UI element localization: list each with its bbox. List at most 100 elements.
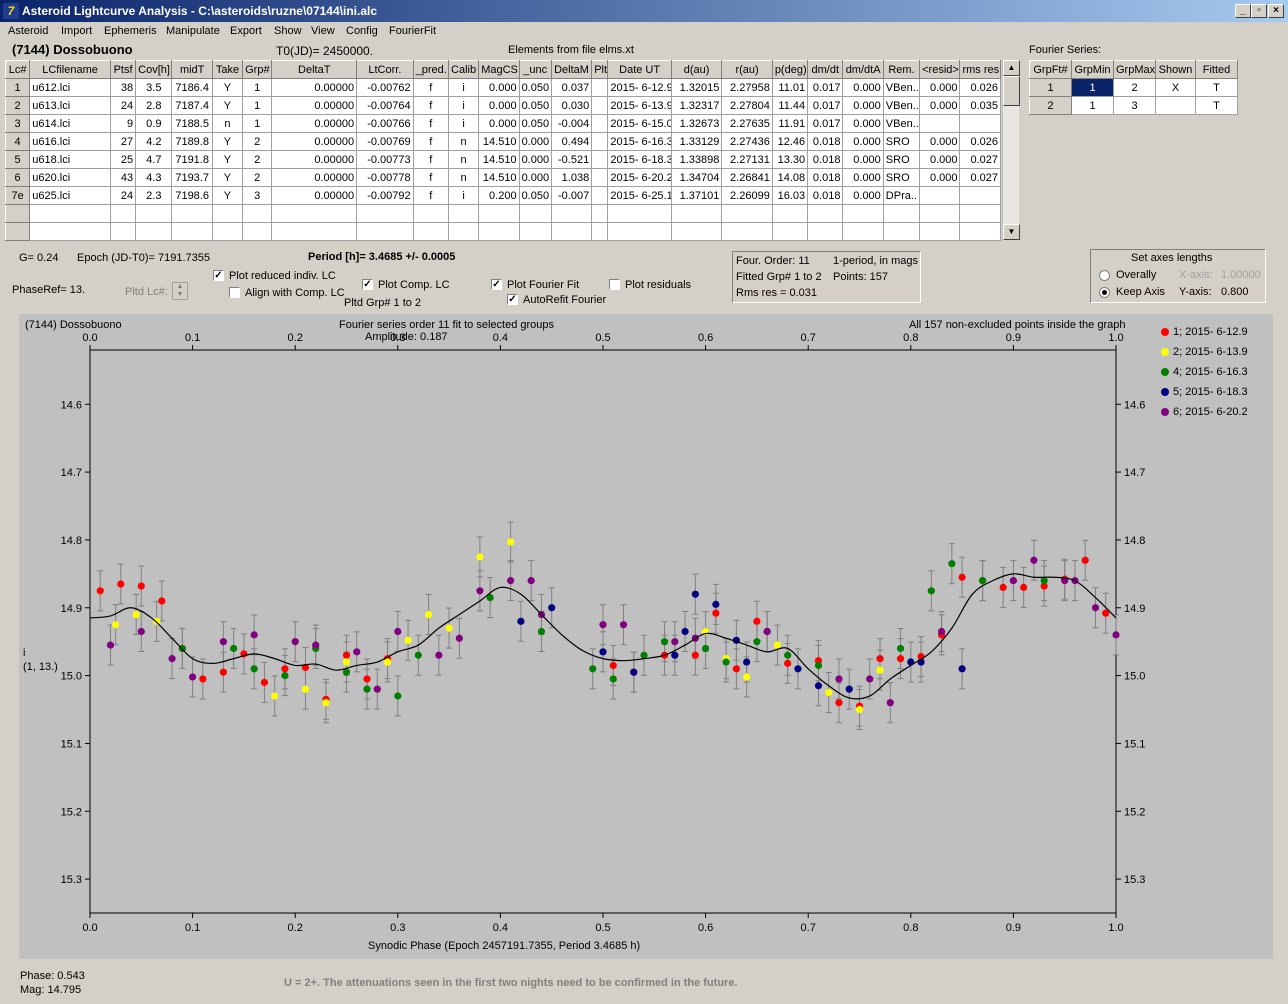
fourier-column-header[interactable]: Shown bbox=[1155, 60, 1196, 79]
table-row[interactable]: 1 u612.lci 38 3.5 7186.4 Y 1 0.00000 -0.00762 f i 0… bbox=[4, 78, 1001, 97]
table-cell[interactable]: u612.lci bbox=[29, 78, 111, 97]
table-cell[interactable] bbox=[109, 204, 137, 223]
table-cell[interactable]: 2.3 bbox=[135, 186, 173, 205]
table-cell[interactable]: 0.018 bbox=[807, 186, 844, 205]
table-cell[interactable] bbox=[807, 204, 844, 223]
row-header[interactable]: 1 bbox=[4, 78, 31, 97]
table-cell[interactable]: 2.27131 bbox=[721, 150, 773, 169]
table-cell[interactable] bbox=[29, 204, 111, 223]
table-cell[interactable] bbox=[591, 186, 609, 205]
table-cell[interactable]: 4.3 bbox=[135, 168, 173, 187]
fourier-cell[interactable] bbox=[1155, 96, 1196, 115]
table-cell[interactable]: -0.00773 bbox=[356, 150, 414, 169]
table-cell[interactable]: 4.7 bbox=[135, 150, 173, 169]
table-cell[interactable]: 0.000 bbox=[842, 114, 884, 133]
table-cell[interactable]: SRO bbox=[882, 132, 921, 151]
table-cell[interactable]: 0.026 bbox=[959, 132, 1001, 151]
fourier-column-header[interactable]: GrpFt# bbox=[1029, 60, 1072, 79]
table-cell[interactable]: 0.000 bbox=[919, 78, 961, 97]
table-cell[interactable] bbox=[171, 222, 213, 241]
menu-asteroid[interactable]: Asteroid bbox=[8, 25, 49, 37]
menu-ephemeris[interactable]: Ephemeris bbox=[104, 25, 157, 37]
table-cell[interactable]: 0.200 bbox=[478, 186, 520, 205]
plot-residuals-checkbox[interactable] bbox=[609, 279, 620, 290]
table-cell[interactable] bbox=[670, 204, 723, 223]
table-cell[interactable]: 0.9 bbox=[135, 114, 173, 133]
table-cell[interactable]: 14.08 bbox=[771, 168, 809, 187]
table-cell[interactable]: 7186.4 bbox=[171, 78, 213, 97]
table-cell[interactable]: 2.27804 bbox=[721, 96, 773, 115]
table-cell[interactable]: 0.000 bbox=[518, 150, 552, 169]
table-cell[interactable] bbox=[591, 204, 609, 223]
table-cell[interactable]: Y bbox=[211, 78, 244, 97]
table-cell[interactable] bbox=[135, 204, 173, 223]
table-cell[interactable]: 0.027 bbox=[959, 150, 1001, 169]
table-cell[interactable]: 0.000 bbox=[919, 150, 961, 169]
table-cell[interactable]: 0.050 bbox=[518, 78, 552, 97]
table-cell[interactable]: 11.91 bbox=[771, 114, 809, 133]
table-cell[interactable] bbox=[591, 222, 609, 241]
table-cell[interactable]: f bbox=[412, 132, 449, 151]
table-cell[interactable]: 0.018 bbox=[807, 168, 844, 187]
table-cell[interactable]: 0.030 bbox=[550, 96, 593, 115]
table-scrollbar[interactable]: ▲ ▼ bbox=[1002, 60, 1020, 240]
table-cell[interactable]: 0.000 bbox=[842, 150, 884, 169]
table-cell[interactable] bbox=[591, 150, 609, 169]
table-cell[interactable]: 14.510 bbox=[478, 132, 520, 151]
table-cell[interactable] bbox=[842, 222, 884, 241]
table-cell[interactable]: 0.050 bbox=[518, 114, 552, 133]
table-cell[interactable]: 1.32317 bbox=[670, 96, 723, 115]
table-cell[interactable]: 14.510 bbox=[478, 150, 520, 169]
row-header[interactable]: 7e bbox=[4, 186, 31, 205]
restore-icon[interactable]: ▫ bbox=[1251, 4, 1267, 18]
table-cell[interactable]: f bbox=[412, 186, 449, 205]
table-cell[interactable]: 1.32015 bbox=[670, 78, 723, 97]
keep-axis-radio[interactable] bbox=[1099, 287, 1110, 298]
table-cell[interactable]: -0.00769 bbox=[356, 132, 414, 151]
table-cell[interactable]: -0.007 bbox=[550, 186, 593, 205]
table-cell[interactable] bbox=[807, 222, 844, 241]
table-cell[interactable]: 0.000 bbox=[478, 96, 520, 115]
table-cell[interactable] bbox=[591, 78, 609, 97]
table-cell[interactable]: VBen.. bbox=[882, 114, 921, 133]
overally-radio[interactable] bbox=[1099, 270, 1110, 281]
table-cell[interactable]: 0.00000 bbox=[271, 114, 358, 133]
table-cell[interactable] bbox=[109, 222, 137, 241]
table-cell[interactable] bbox=[447, 222, 480, 241]
table-cell[interactable]: i bbox=[447, 96, 480, 115]
column-header[interactable]: p(deg) bbox=[771, 60, 809, 79]
column-header[interactable]: DeltaM bbox=[550, 60, 593, 79]
fourier-cell[interactable]: X bbox=[1155, 78, 1196, 97]
table-cell[interactable] bbox=[919, 186, 961, 205]
table-row[interactable]: 7e u625.lci 24 2.3 7198.6 Y 3 0.00000 -0.00792 f i… bbox=[4, 186, 1001, 205]
column-header[interactable]: Take bbox=[211, 60, 244, 79]
table-cell[interactable] bbox=[959, 186, 1001, 205]
fourier-column-header[interactable]: GrpMin bbox=[1071, 60, 1114, 79]
table-cell[interactable]: 0.00000 bbox=[271, 132, 358, 151]
table-cell[interactable] bbox=[478, 204, 520, 223]
table-cell[interactable] bbox=[412, 204, 449, 223]
fourier-column-header[interactable]: GrpMax bbox=[1113, 60, 1156, 79]
empty-row[interactable] bbox=[4, 222, 1001, 241]
table-row[interactable]: 4 u616.lci 27 4.2 7189.8 Y 2 0.00000 -0.00769 f n 1… bbox=[4, 132, 1001, 151]
table-cell[interactable]: 7193.7 bbox=[171, 168, 213, 187]
table-cell[interactable]: 24 bbox=[109, 96, 137, 115]
table-cell[interactable] bbox=[959, 204, 1001, 223]
table-cell[interactable]: 0.000 bbox=[478, 114, 520, 133]
table-cell[interactable] bbox=[550, 222, 593, 241]
y-axis-value[interactable]: 0.800 bbox=[1221, 286, 1249, 298]
table-cell[interactable]: u620.lci bbox=[29, 168, 111, 187]
table-cell[interactable]: 7191.8 bbox=[171, 150, 213, 169]
table-cell[interactable]: 0.000 bbox=[842, 96, 884, 115]
table-cell[interactable]: 1.34704 bbox=[670, 168, 723, 187]
table-cell[interactable]: 2.26099 bbox=[721, 186, 773, 205]
table-cell[interactable] bbox=[919, 204, 961, 223]
table-cell[interactable]: 0.000 bbox=[842, 186, 884, 205]
fourier-cell[interactable]: 3 bbox=[1113, 96, 1156, 115]
table-cell[interactable] bbox=[771, 204, 809, 223]
table-cell[interactable]: 7198.6 bbox=[171, 186, 213, 205]
table-cell[interactable]: n bbox=[447, 132, 480, 151]
table-cell[interactable]: 7188.5 bbox=[171, 114, 213, 133]
table-cell[interactable] bbox=[591, 96, 609, 115]
